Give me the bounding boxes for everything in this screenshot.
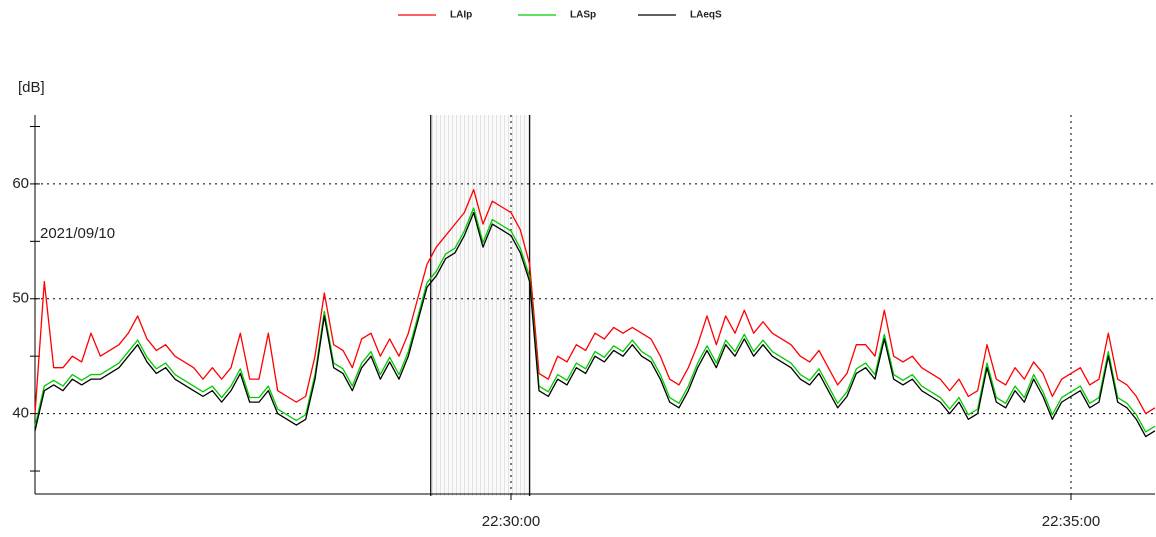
y-tick-label: 50 (12, 290, 29, 307)
series-line (34, 189, 1156, 415)
x-tick-label: 22:35:00 (1042, 513, 1100, 530)
y-tick-label: 40 (12, 405, 29, 422)
x-tick-label: 22:30:00 (482, 513, 540, 530)
highlight-band (430, 115, 530, 496)
y-tick-label: 60 (12, 175, 29, 192)
legend-label: LASp (570, 10, 596, 21)
y-axis-label: [dB] (18, 79, 45, 96)
legend-label: LAeqS (690, 10, 722, 21)
series-line (34, 207, 1156, 433)
series-line (34, 211, 1156, 438)
legend-label: LAIp (450, 10, 472, 21)
annotation: 2021/09/10 (40, 225, 115, 242)
